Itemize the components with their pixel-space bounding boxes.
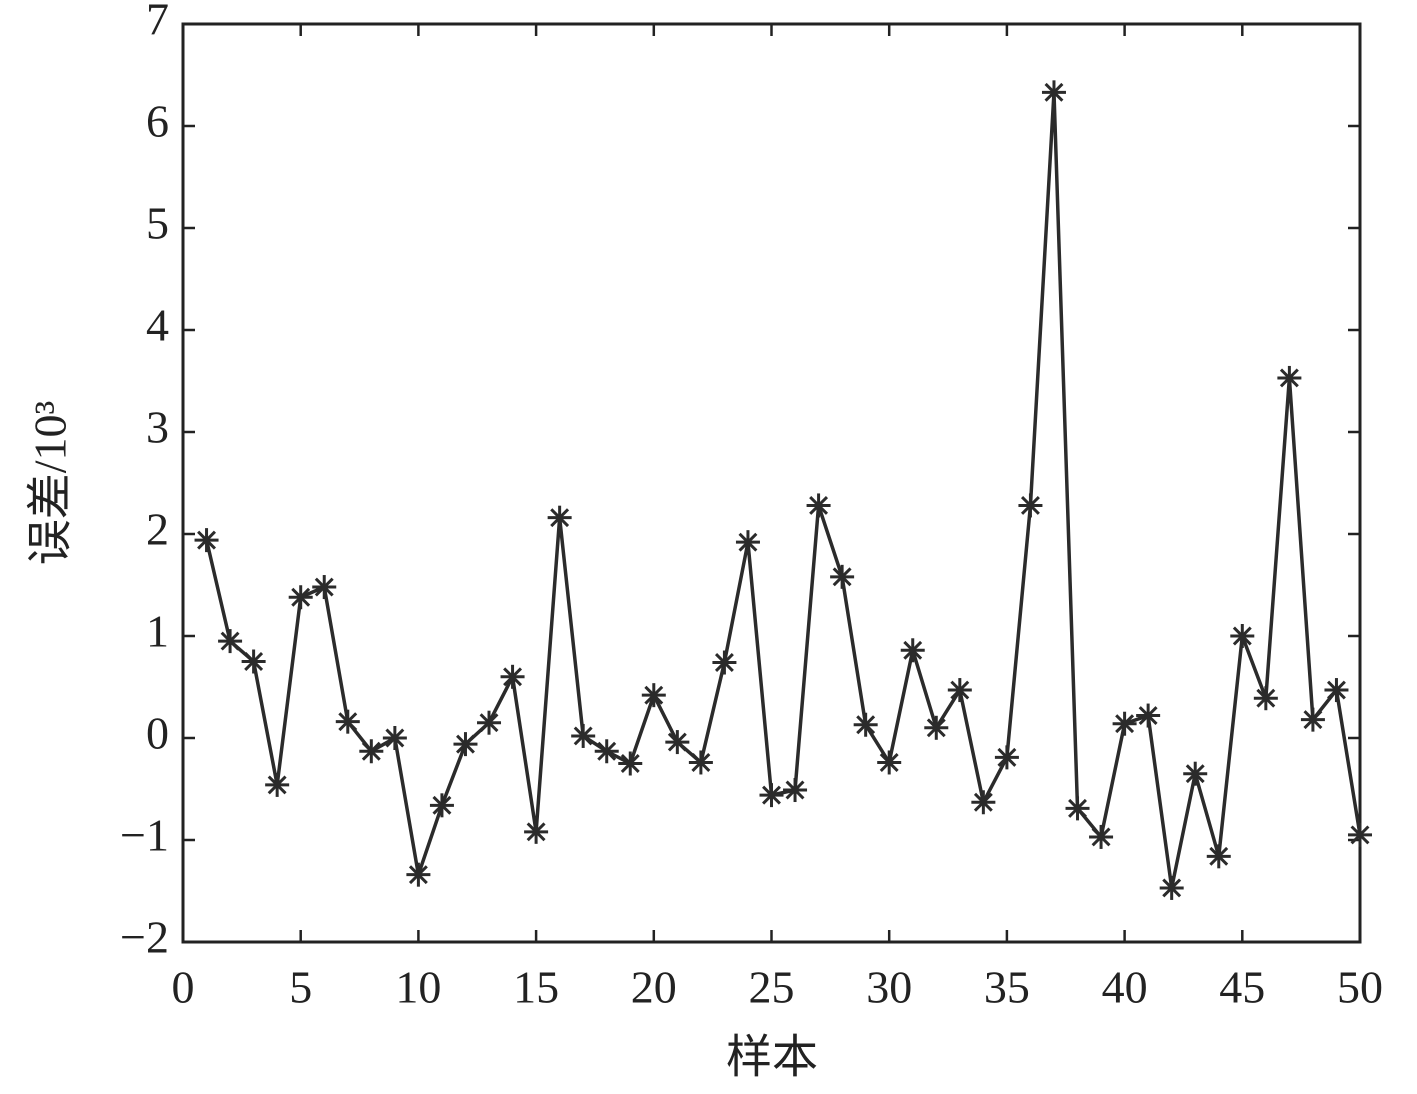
data-marker: [665, 730, 690, 755]
y-tick-label: −2: [120, 912, 169, 963]
x-tick-label: 30: [866, 962, 912, 1013]
data-marker: [735, 530, 760, 555]
data-marker: [806, 493, 831, 518]
data-marker: [453, 732, 478, 757]
data-marker: [641, 683, 666, 708]
data-marker: [1300, 707, 1325, 732]
y-tick-label: 5: [146, 198, 169, 249]
data-marker: [594, 739, 619, 764]
data-marker: [924, 715, 949, 740]
data-marker: [900, 638, 925, 663]
data-marker: [712, 650, 737, 675]
y-tick-label: 4: [146, 300, 169, 351]
data-marker: [218, 629, 243, 654]
y-tick-label: 2: [146, 504, 169, 555]
data-marker: [877, 750, 902, 775]
data-marker: [1018, 493, 1043, 518]
data-marker: [1183, 761, 1208, 786]
data-marker: [524, 819, 549, 844]
x-tick-label: 35: [984, 962, 1030, 1013]
data-marker: [1324, 678, 1349, 703]
data-marker: [1206, 844, 1231, 869]
data-marker: [1041, 80, 1066, 105]
data-marker: [1253, 686, 1278, 711]
data-marker: [382, 726, 407, 750]
data-marker: [853, 712, 878, 737]
data-marker: [194, 528, 219, 553]
data-line: [204, 92, 1362, 889]
data-marker: [1348, 822, 1372, 847]
x-tick-label: 10: [395, 962, 441, 1013]
data-marker: [406, 862, 431, 887]
data-marker: [265, 772, 290, 797]
data-marker: [1136, 703, 1161, 728]
y-axis-label: 误差/10³: [25, 401, 76, 566]
data-marker: [947, 678, 972, 703]
x-tick-label: 45: [1219, 962, 1265, 1013]
data-marker: [1277, 365, 1302, 390]
data-marker: [500, 664, 525, 689]
y-tick-label: 6: [146, 96, 169, 147]
x-tick-label: 20: [631, 962, 677, 1013]
data-marker: [971, 790, 996, 815]
data-marker: [1065, 796, 1090, 821]
data-marker: [783, 778, 808, 803]
y-tick-label: −1: [120, 810, 169, 861]
x-tick-label: 50: [1337, 962, 1383, 1013]
data-marker: [1112, 711, 1137, 736]
data-marker: [335, 709, 360, 734]
data-marker: [1159, 875, 1184, 900]
y-tick-label: 1: [146, 606, 169, 657]
data-marker: [1230, 624, 1255, 648]
data-marker: [1089, 824, 1114, 849]
data-marker: [547, 505, 572, 530]
data-marker: [994, 745, 1019, 770]
data-marker: [830, 564, 855, 589]
data-marker: [571, 723, 596, 748]
data-marker: [477, 710, 502, 735]
data-marker: [618, 751, 643, 776]
data-marker: [429, 793, 454, 818]
data-marker: [288, 585, 313, 610]
data-marker: [359, 739, 384, 764]
data-marker: [688, 750, 713, 775]
x-tick-label: 40: [1102, 962, 1148, 1013]
x-tick-label: 0: [172, 962, 195, 1013]
x-tick-label: 15: [513, 962, 559, 1013]
data-marker: [759, 783, 784, 808]
x-tick-label: 5: [289, 962, 312, 1013]
x-axis-label: 样本: [726, 1032, 818, 1083]
data-marker: [312, 575, 337, 600]
x-tick-label: 25: [749, 962, 795, 1013]
y-tick-label: 7: [146, 0, 169, 45]
y-tick-label: 3: [146, 402, 169, 453]
data-marker: [241, 649, 266, 674]
y-tick-label: 0: [146, 708, 169, 759]
